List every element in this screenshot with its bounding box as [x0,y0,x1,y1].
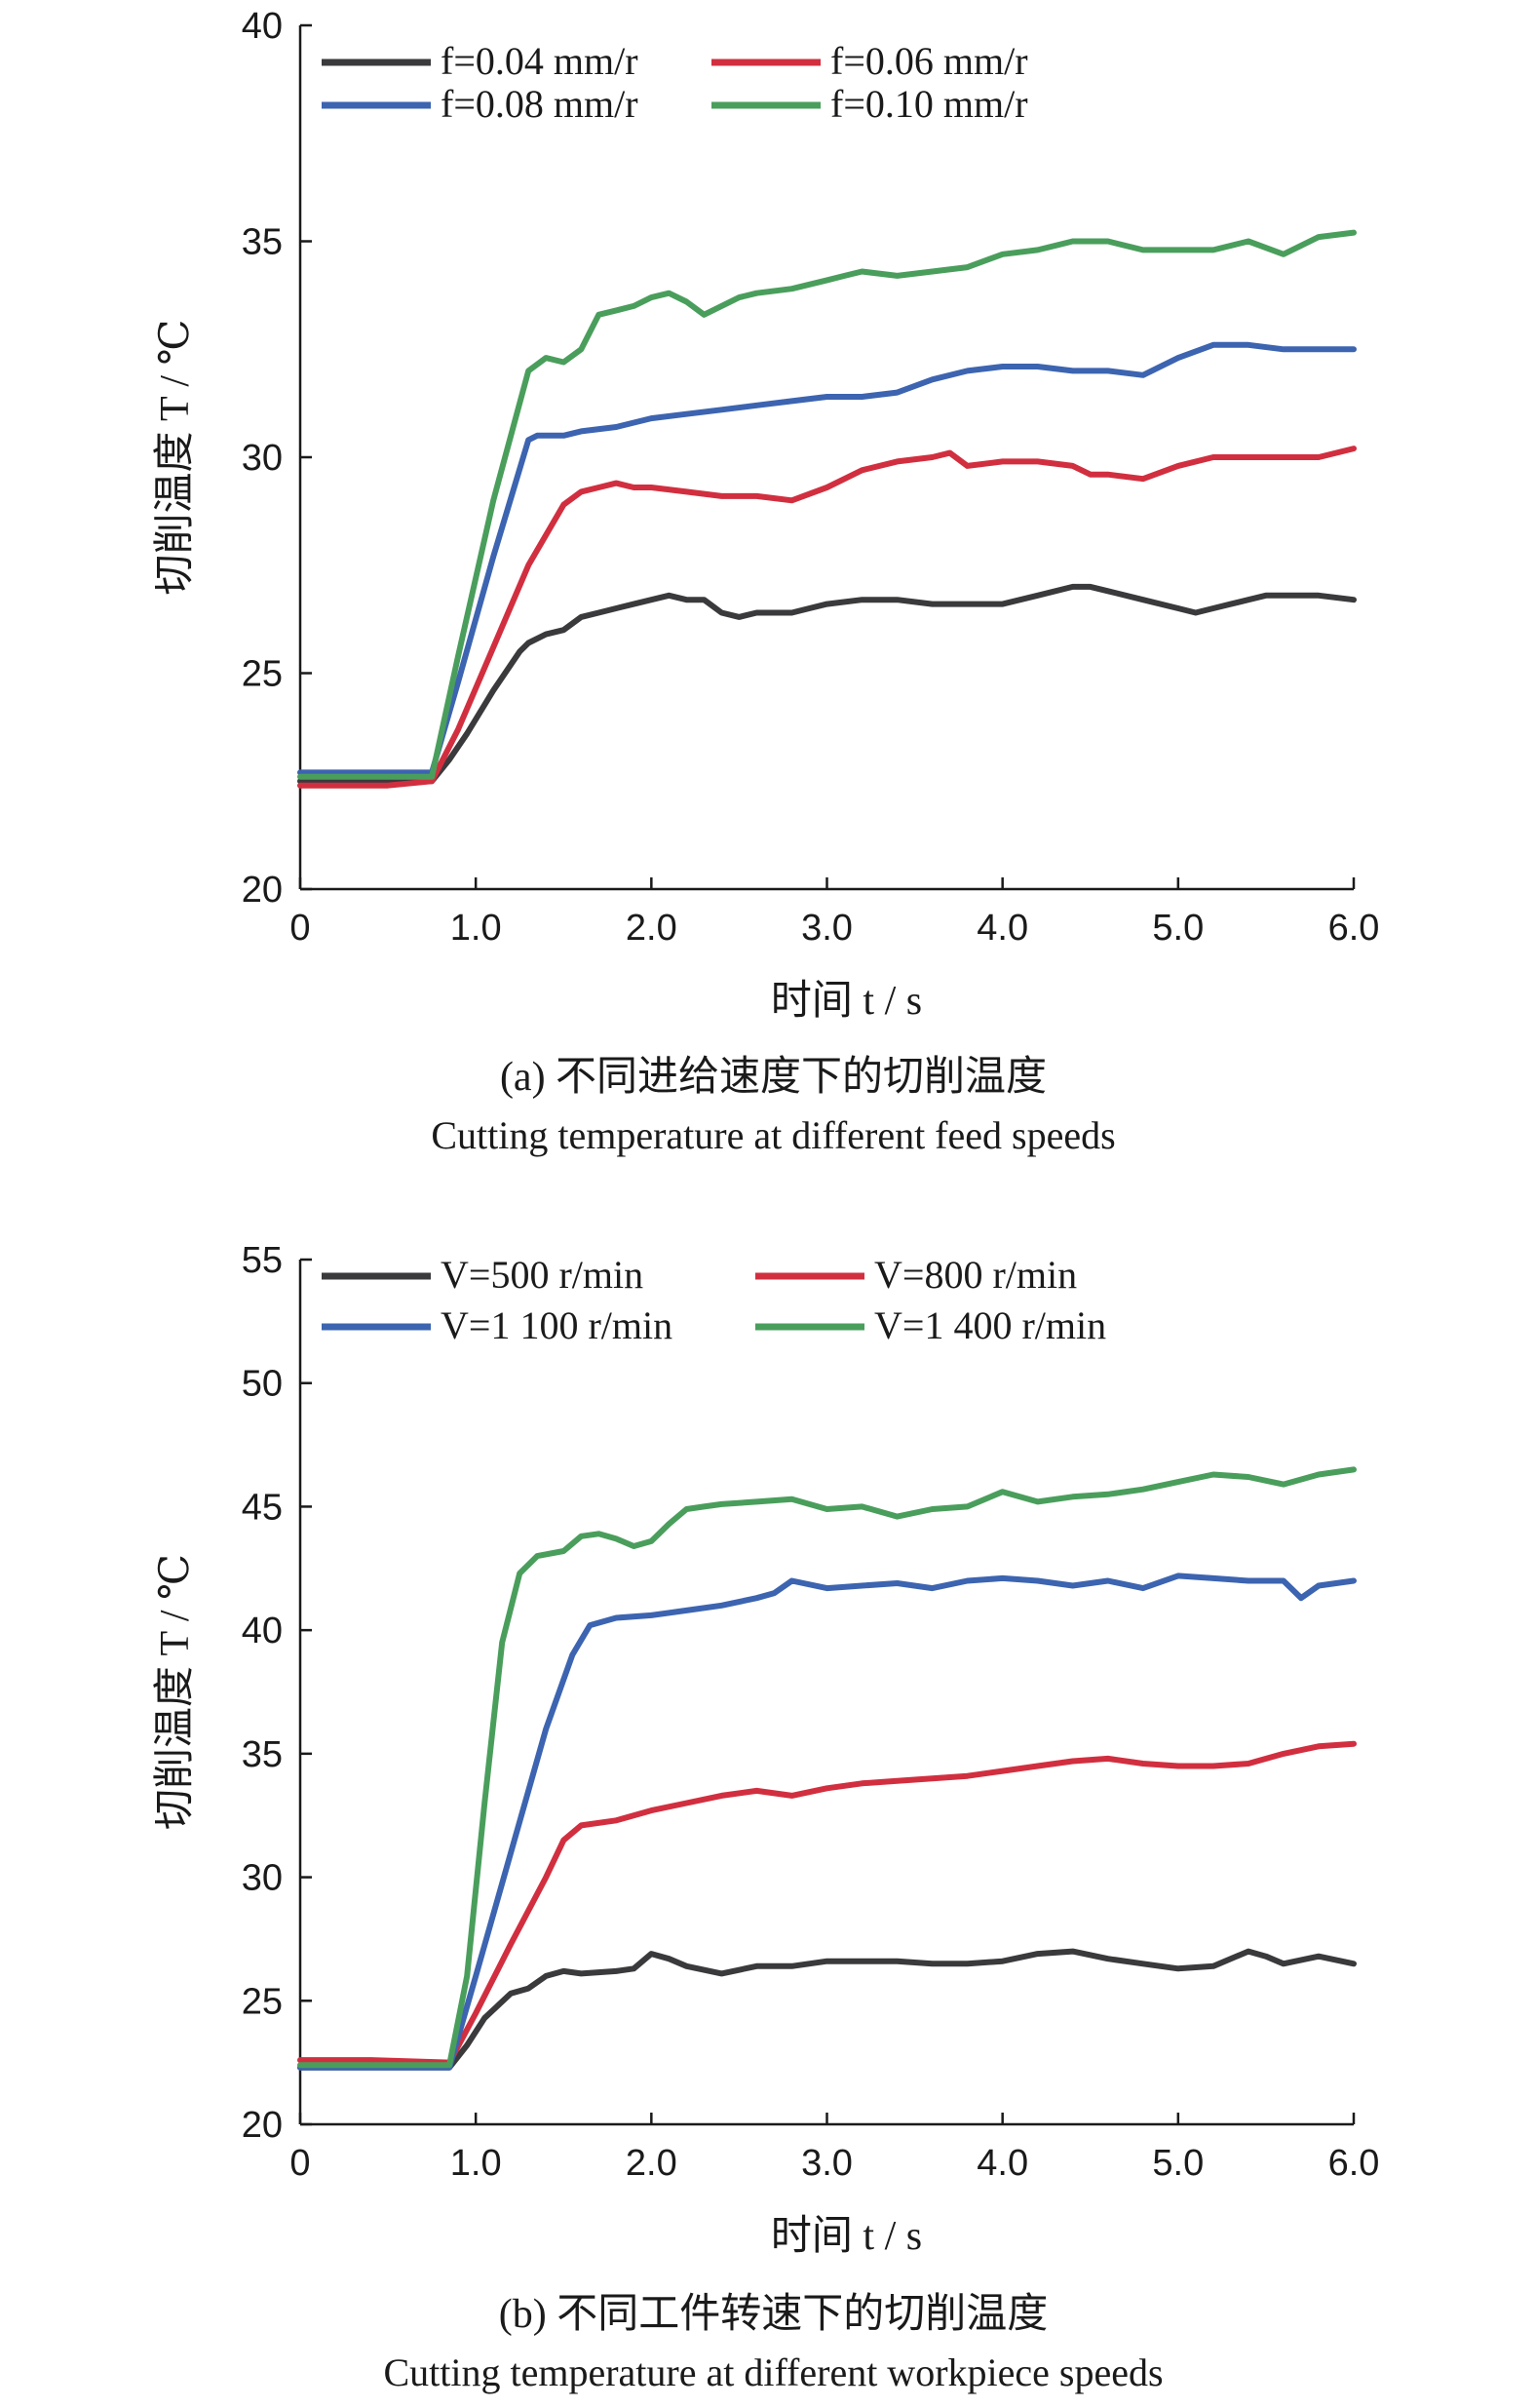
y-tick-label: 30 [242,438,283,479]
series-line-1 [297,446,1357,789]
legend-label: f=0.04 mm/r [441,39,638,83]
x-tick-label: 4.0 [977,908,1028,949]
legend-label: f=0.06 mm/r [830,39,1028,83]
y-tick-label: 45 [242,1487,283,1528]
chart-b: 0 1.0 2.0 3.0 4.0 5.0 6.0 20 25 30 35 40 45 50 55 时间 t … [153,1240,1380,2394]
series-line-0 [297,583,1357,785]
y-tick-label: 20 [242,870,283,911]
x-tick-label: 5.0 [1152,2143,1204,2184]
caption-en: Cutting temperature at different feed sp… [431,1113,1115,1157]
x-tick-label: 5.0 [1152,908,1204,949]
series-line-2 [297,1573,1357,2071]
x-tick-label: 2.0 [626,908,677,949]
legend-label: V=1 400 r/min [874,1303,1106,1347]
x-tick-label: 1.0 [450,2143,502,2184]
caption-cn: (b) 不同工件转速下的切削温度 [499,2292,1048,2337]
legend-label: V=500 r/min [441,1253,643,1297]
legend-label: V=1 100 r/min [441,1303,672,1347]
y-axis-title: 切削温度 T / ℃ [153,1554,198,1830]
x-tick-label: 0 [289,908,310,949]
x-tick-label: 0 [289,2143,310,2184]
x-tick-label: 3.0 [801,908,853,949]
y-tick-label: 35 [242,222,283,263]
legend-label: f=0.08 mm/r [441,82,638,126]
legend-label: f=0.10 mm/r [830,82,1028,126]
series-line-3 [297,229,1357,780]
x-tick-label: 3.0 [801,2143,853,2184]
caption-en: Cutting temperature at different workpie… [383,2350,1163,2394]
x-axis-title: 时间 t / s [771,2214,922,2259]
y-tick-label: 40 [242,6,283,47]
x-tick-label: 6.0 [1328,908,1380,949]
y-axis-title: 切削温度 T / ℃ [153,319,198,595]
y-tick-label: 20 [242,2105,283,2146]
y-tick-label: 55 [242,1240,283,1281]
y-tick-label: 50 [242,1364,283,1405]
y-tick-label: 40 [242,1611,283,1651]
series-line-2 [297,341,1357,776]
y-tick-label: 25 [242,654,283,695]
x-tick-label: 6.0 [1328,2143,1380,2184]
y-tick-label: 25 [242,1981,283,2022]
x-tick-label: 2.0 [626,2143,677,2184]
series-line-0 [297,1948,1357,2071]
x-tick-label: 1.0 [450,908,502,949]
series-line-3 [297,1466,1357,2069]
series-line-1 [297,1740,1357,2066]
x-tick-label: 4.0 [977,2143,1028,2184]
y-tick-label: 35 [242,1734,283,1775]
chart-a: 0 1.0 2.0 3.0 4.0 5.0 6.0 20 25 30 35 40 时间 t / s 切削温… [153,6,1380,1157]
caption-cn: (a) 不同进给速度下的切削温度 [500,1055,1047,1100]
y-tick-label: 30 [242,1858,283,1899]
x-axis-title: 时间 t / s [771,979,922,1024]
legend-label: V=800 r/min [874,1253,1077,1297]
